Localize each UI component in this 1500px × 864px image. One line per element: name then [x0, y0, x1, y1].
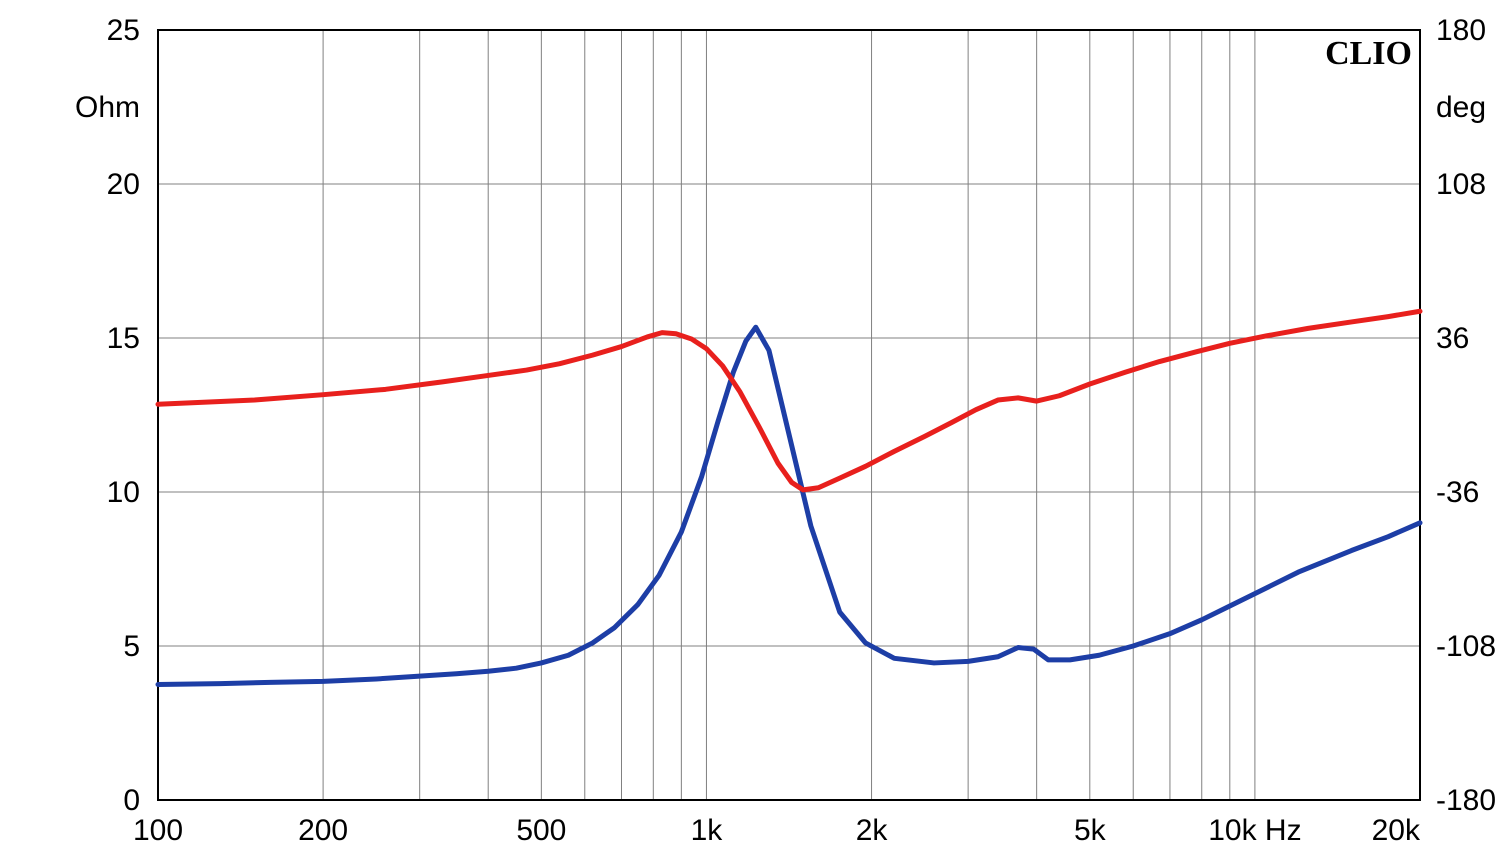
y-left-tick-label: 25	[107, 14, 140, 47]
impedance-phase-chart: 0 5 10 15 20 25 -180 -108 -36 36 108 180 100 200 500 1k…	[0, 0, 1500, 864]
x-tick-label: 10k Hz	[1208, 814, 1301, 847]
x-tick-label: 2k	[856, 814, 889, 847]
y-left-unit-label: Ohm	[75, 91, 140, 124]
x-tick-label: 1k	[691, 814, 724, 847]
x-tick-label: 200	[298, 814, 348, 847]
chart-svg: 0 5 10 15 20 25 -180 -108 -36 36 108 180 100 200 500 1k…	[0, 0, 1500, 864]
y-right-unit-label: deg	[1436, 91, 1486, 124]
y-right-tick-label: 36	[1436, 322, 1469, 355]
y-left-tick-label: 20	[107, 168, 140, 201]
y-left-tick-label: 5	[123, 630, 140, 663]
y-left-tick-label: 0	[123, 784, 140, 817]
y-right-tick-label: -180	[1436, 784, 1496, 817]
watermark-clio: CLIO	[1325, 35, 1412, 72]
x-tick-label: 100	[133, 814, 183, 847]
y-right-tick-label: -108	[1436, 630, 1496, 663]
y-left-tick-label: 10	[107, 476, 140, 509]
y-right-tick-label: -36	[1436, 476, 1479, 509]
y-right-tick-label: 108	[1436, 168, 1486, 201]
x-tick-label: 500	[516, 814, 566, 847]
x-tick-label: 20k	[1372, 814, 1421, 847]
y-left-tick-label: 15	[107, 322, 140, 355]
y-right-tick-label: 180	[1436, 14, 1486, 47]
x-tick-label: 5k	[1074, 814, 1107, 847]
